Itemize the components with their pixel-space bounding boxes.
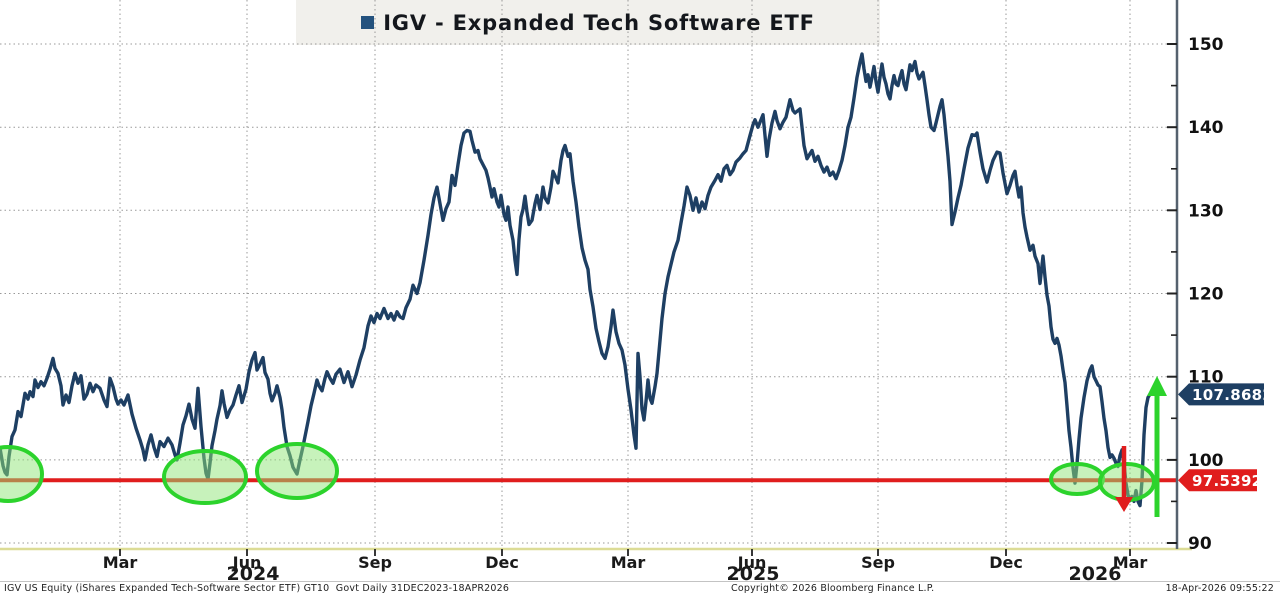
breakout-arrow-up — [1147, 376, 1167, 517]
x-tick-label: Jun — [737, 553, 767, 572]
support-touch-ellipse — [0, 445, 44, 503]
breakdown-arrow-down — [1115, 446, 1133, 512]
y-tick-label: 140 — [1188, 118, 1224, 138]
y-tick-label: 130 — [1188, 201, 1224, 221]
footer-timestamp: 18-Apr-2026 09:55:22 — [1165, 583, 1274, 594]
support-touch-ellipse — [162, 449, 248, 505]
y-tick-label: 100 — [1188, 451, 1224, 471]
y-tick-label: 120 — [1188, 285, 1224, 305]
year-label: 2026 — [1069, 563, 1122, 585]
x-tick-label: Sep — [358, 553, 392, 572]
y-tick-label: 110 — [1188, 368, 1224, 388]
y-axis: 150 140 130 120 110 100 90 — [1167, 0, 1224, 554]
last-price-tag: 107.8682 — [1178, 383, 1273, 406]
footer-description: IGV US Equity (iShares Expanded Tech-Sof… — [4, 583, 510, 594]
gridlines — [0, 0, 1177, 549]
footer-copyright: Copyright© 2026 Bloomberg Finance L.P. — [731, 583, 935, 594]
x-tick-label: Mar — [103, 553, 138, 572]
x-axis: Mar Jun Sep Dec Mar Jun Sep Dec Mar 2024 2025 2026 — [0, 547, 1192, 585]
support-touch-ellipse — [1098, 462, 1156, 502]
x-tick-label: Mar — [1113, 553, 1148, 572]
x-tick-label: Jun — [232, 553, 262, 572]
year-label: 2025 — [727, 563, 780, 585]
year-label: 2024 — [227, 563, 280, 585]
support-touch-ellipse — [1049, 462, 1105, 496]
y-tick-label: 150 — [1188, 35, 1224, 55]
x-tick-label: Sep — [861, 553, 895, 572]
x-tick-label: Dec — [989, 553, 1023, 572]
support-touch-ellipse — [255, 442, 339, 500]
price-line — [0, 52, 1152, 508]
chart-legend: IGV - Expanded Tech Software ETF — [296, 0, 880, 45]
svg-text:97.5392: 97.5392 — [1192, 472, 1262, 490]
y-tick-label: 90 — [1188, 534, 1212, 554]
legend-bar-bg — [296, 0, 880, 45]
legend-series-marker-icon — [361, 16, 375, 29]
x-tick-label: Dec — [485, 553, 519, 572]
svg-text:107.8682: 107.8682 — [1192, 386, 1273, 404]
x-tick-label: Mar — [611, 553, 646, 572]
support-price-tag: 97.5392 — [1178, 469, 1262, 492]
footer-divider — [0, 581, 1280, 582]
chart-title: IGV - Expanded Tech Software ETF — [383, 10, 815, 35]
